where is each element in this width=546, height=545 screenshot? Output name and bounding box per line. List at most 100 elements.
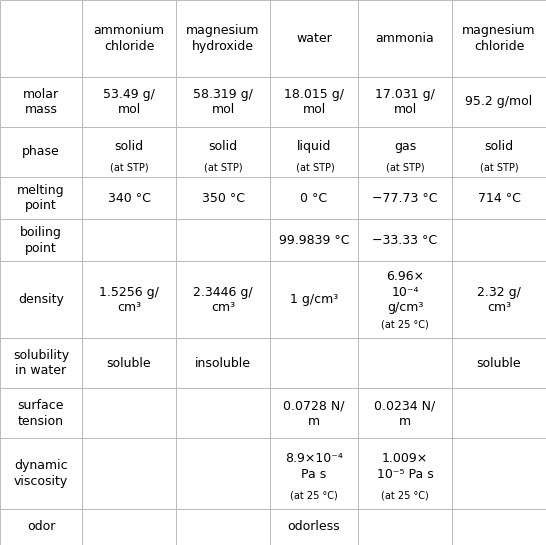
Bar bbox=[176, 177, 270, 219]
Bar bbox=[452, 262, 546, 338]
Bar bbox=[452, 177, 546, 219]
Text: 340 °C: 340 °C bbox=[108, 191, 151, 204]
Bar bbox=[270, 127, 358, 177]
Text: −77.73 °C: −77.73 °C bbox=[372, 191, 438, 204]
Text: ammonia: ammonia bbox=[376, 32, 435, 45]
Bar bbox=[176, 338, 270, 388]
Text: boiling
point: boiling point bbox=[20, 226, 62, 255]
Text: liquid: liquid bbox=[297, 141, 331, 153]
Bar bbox=[358, 388, 452, 438]
Text: (at STP): (at STP) bbox=[293, 163, 335, 173]
Bar bbox=[358, 219, 452, 262]
Text: (at STP): (at STP) bbox=[480, 163, 518, 173]
Text: 0 °C: 0 °C bbox=[300, 191, 328, 204]
Bar bbox=[0, 438, 82, 508]
Bar bbox=[358, 338, 452, 388]
Text: density: density bbox=[18, 293, 64, 306]
Bar bbox=[176, 127, 270, 177]
Text: −33.33 °C: −33.33 °C bbox=[372, 234, 437, 247]
Bar bbox=[82, 219, 176, 262]
Text: 53.49 g/
mol: 53.49 g/ mol bbox=[103, 88, 155, 116]
Text: phase: phase bbox=[22, 146, 60, 159]
Bar bbox=[358, 438, 452, 508]
Text: magnesium
chloride: magnesium chloride bbox=[462, 24, 536, 53]
Bar bbox=[0, 262, 82, 338]
Text: 2.32 g/
cm³: 2.32 g/ cm³ bbox=[477, 286, 521, 314]
Text: 17.031 g/
mol: 17.031 g/ mol bbox=[375, 88, 435, 116]
Text: molar
mass: molar mass bbox=[23, 88, 59, 116]
Bar bbox=[452, 388, 546, 438]
Bar bbox=[0, 0, 82, 77]
Bar bbox=[176, 77, 270, 127]
Text: soluble: soluble bbox=[107, 357, 151, 370]
Bar bbox=[270, 338, 358, 388]
Text: (at 25 °C): (at 25 °C) bbox=[290, 491, 338, 501]
Text: (at STP): (at STP) bbox=[204, 163, 242, 173]
Bar bbox=[0, 508, 82, 545]
Bar bbox=[82, 388, 176, 438]
Text: (at 25 °C): (at 25 °C) bbox=[381, 491, 429, 501]
Bar bbox=[176, 219, 270, 262]
Text: ammonium
chloride: ammonium chloride bbox=[93, 24, 164, 53]
Text: 0.0234 N/
m: 0.0234 N/ m bbox=[375, 399, 436, 428]
Text: insoluble: insoluble bbox=[195, 357, 251, 370]
Bar bbox=[82, 127, 176, 177]
Bar bbox=[452, 438, 546, 508]
Bar bbox=[82, 262, 176, 338]
Bar bbox=[176, 388, 270, 438]
Bar bbox=[270, 219, 358, 262]
Bar bbox=[82, 438, 176, 508]
Bar bbox=[82, 508, 176, 545]
Text: dynamic
viscosity: dynamic viscosity bbox=[14, 459, 68, 488]
Bar bbox=[0, 177, 82, 219]
Text: solid: solid bbox=[115, 141, 144, 153]
Bar bbox=[452, 508, 546, 545]
Text: odorless: odorless bbox=[288, 520, 340, 534]
Bar bbox=[82, 338, 176, 388]
Text: 95.2 g/mol: 95.2 g/mol bbox=[465, 95, 533, 108]
Text: 0.0728 N/
m: 0.0728 N/ m bbox=[283, 399, 345, 428]
Text: (at 25 °C): (at 25 °C) bbox=[381, 319, 429, 329]
Bar bbox=[358, 0, 452, 77]
Bar bbox=[452, 0, 546, 77]
Bar bbox=[270, 388, 358, 438]
Text: gas: gas bbox=[394, 141, 416, 153]
Bar bbox=[176, 0, 270, 77]
Bar bbox=[0, 219, 82, 262]
Bar bbox=[358, 77, 452, 127]
Text: 2.3446 g/
cm³: 2.3446 g/ cm³ bbox=[193, 286, 253, 314]
Bar bbox=[176, 262, 270, 338]
Text: melting
point: melting point bbox=[17, 184, 65, 213]
Bar bbox=[82, 0, 176, 77]
Bar bbox=[0, 127, 82, 177]
Bar bbox=[0, 388, 82, 438]
Bar bbox=[270, 177, 358, 219]
Bar bbox=[452, 338, 546, 388]
Text: 714 °C: 714 °C bbox=[478, 191, 520, 204]
Text: 99.9839 °C: 99.9839 °C bbox=[279, 234, 349, 247]
Text: 6.96×
10⁻⁴
g/cm³: 6.96× 10⁻⁴ g/cm³ bbox=[386, 270, 424, 314]
Text: 8.9×10⁻⁴
Pa s: 8.9×10⁻⁴ Pa s bbox=[285, 452, 343, 481]
Text: (at STP): (at STP) bbox=[110, 163, 149, 173]
Bar bbox=[176, 438, 270, 508]
Text: 1.5256 g/
cm³: 1.5256 g/ cm³ bbox=[99, 286, 159, 314]
Bar bbox=[270, 77, 358, 127]
Bar bbox=[270, 508, 358, 545]
Text: water: water bbox=[296, 32, 332, 45]
Text: solubility
in water: solubility in water bbox=[13, 349, 69, 378]
Bar bbox=[270, 0, 358, 77]
Bar bbox=[452, 77, 546, 127]
Text: 1 g/cm³: 1 g/cm³ bbox=[290, 293, 338, 306]
Bar bbox=[358, 508, 452, 545]
Text: solid: solid bbox=[484, 141, 514, 153]
Text: surface
tension: surface tension bbox=[18, 399, 64, 428]
Bar bbox=[82, 77, 176, 127]
Text: 1.009×
10⁻⁵ Pa s: 1.009× 10⁻⁵ Pa s bbox=[377, 452, 434, 481]
Bar bbox=[358, 177, 452, 219]
Text: odor: odor bbox=[27, 520, 55, 534]
Text: 350 °C: 350 °C bbox=[201, 191, 245, 204]
Bar bbox=[176, 508, 270, 545]
Bar bbox=[0, 77, 82, 127]
Text: solid: solid bbox=[209, 141, 238, 153]
Text: 58.319 g/
mol: 58.319 g/ mol bbox=[193, 88, 253, 116]
